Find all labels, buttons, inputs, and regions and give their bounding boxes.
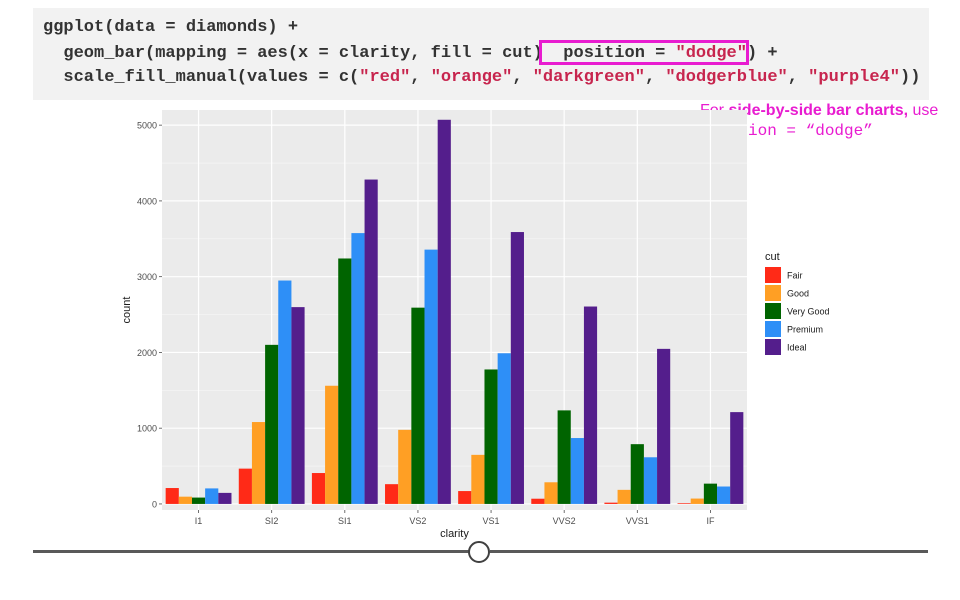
code-text: ggplot(data = diamonds) + [43, 18, 299, 37]
code-string: "purple4" [808, 68, 900, 87]
bar [291, 307, 305, 504]
bar [604, 502, 618, 504]
bar [617, 489, 631, 504]
bar [471, 454, 485, 504]
bar [311, 473, 326, 504]
bar [484, 369, 498, 504]
bar [251, 422, 266, 504]
bar [437, 119, 451, 504]
bar [165, 488, 179, 504]
slider-track-left [33, 550, 470, 553]
y-tick-label: 1000 [137, 424, 157, 434]
note-suffix: use [908, 102, 939, 119]
bar [205, 488, 219, 504]
bar [531, 498, 545, 504]
bar [218, 492, 232, 504]
legend-title: cut [765, 251, 780, 263]
y-tick-label: 4000 [137, 196, 157, 206]
bar [497, 353, 511, 504]
legend-label: Ideal [787, 343, 807, 353]
code-text: position = [553, 44, 676, 63]
bar [364, 179, 378, 504]
code-text: geom_bar(mapping = aes(x = clarity, fill… [43, 44, 554, 63]
bar [411, 307, 425, 504]
bar [278, 280, 292, 504]
bar [717, 486, 731, 504]
bar [265, 344, 279, 504]
bar [557, 410, 571, 504]
code-text: , [644, 68, 666, 87]
slider-knob[interactable] [468, 541, 490, 563]
x-tick-label: VVS1 [626, 516, 649, 526]
y-axis-title: count [121, 297, 133, 324]
code-text: + [757, 44, 778, 63]
slider-track-right [490, 550, 928, 553]
legend-key [765, 303, 781, 319]
bar [570, 438, 584, 504]
code-line-1: ggplot(data = diamonds) + [43, 18, 298, 38]
y-tick-label: 3000 [137, 272, 157, 282]
code-line-3: scale_fill_manual(values = c("red", "ora… [43, 68, 920, 88]
code-line-2: geom_bar(mapping = aes(x = clarity, fill… [43, 44, 778, 64]
bar [325, 385, 339, 504]
x-tick-label: IF [706, 516, 715, 526]
code-string: "red" [359, 68, 411, 87]
bar-chart: 0 1000 2000 3000 4000 5000 I1 SI2 SI1 VS2 VS1 VVS2 V… [121, 110, 830, 540]
code-string: "orange" [430, 68, 513, 87]
bar [583, 306, 598, 504]
bar [424, 249, 438, 504]
bar [178, 496, 192, 504]
bar [703, 483, 718, 504]
code-string: "dodgerblue" [665, 68, 788, 87]
bar [238, 468, 252, 504]
highlight-box [539, 40, 749, 65]
code-block: ggplot(data = diamonds) + geom_bar(mappi… [33, 8, 929, 100]
x-tick-label: VS1 [483, 516, 500, 526]
bar [730, 412, 744, 504]
bar [398, 429, 412, 504]
x-tick-label: SI1 [338, 516, 352, 526]
x-axis-title: clarity [440, 528, 469, 540]
code-string: "dodge" [675, 44, 747, 63]
legend-label: Fair [787, 271, 803, 281]
code-text: ) [746, 44, 758, 63]
bar [677, 503, 691, 504]
x-tick-label: VS2 [409, 516, 426, 526]
y-tick-label: 0 [152, 499, 157, 509]
code-text: , [512, 68, 533, 87]
legend-key [765, 285, 781, 301]
legend-label: Premium [787, 325, 823, 335]
code-string: "darkgreen" [532, 68, 645, 87]
code-text: , [410, 68, 431, 87]
x-tick-label: SI2 [265, 516, 279, 526]
legend-label: Good [787, 289, 809, 299]
legend-label: Very Good [787, 307, 830, 317]
code-text: , [787, 68, 809, 87]
bar [191, 497, 206, 504]
bar [458, 491, 472, 504]
x-tick-label: I1 [195, 516, 203, 526]
bar [544, 482, 558, 504]
legend-key [765, 321, 781, 337]
bar [690, 498, 704, 504]
y-tick-label: 5000 [137, 121, 157, 131]
y-tick-label: 2000 [137, 348, 157, 358]
bar [385, 484, 399, 504]
bar [657, 348, 671, 504]
x-tick-label: VVS2 [553, 516, 576, 526]
legend-key [765, 267, 781, 283]
bar [351, 233, 365, 504]
bar [338, 258, 352, 504]
legend-key [765, 339, 781, 355]
code-text: scale_fill_manual(values = c( [43, 68, 360, 87]
bar [643, 457, 658, 504]
bar [630, 444, 644, 504]
code-text: )) [900, 68, 921, 87]
note-bold: side-by-side bar charts, [728, 102, 909, 119]
bar [510, 232, 524, 504]
